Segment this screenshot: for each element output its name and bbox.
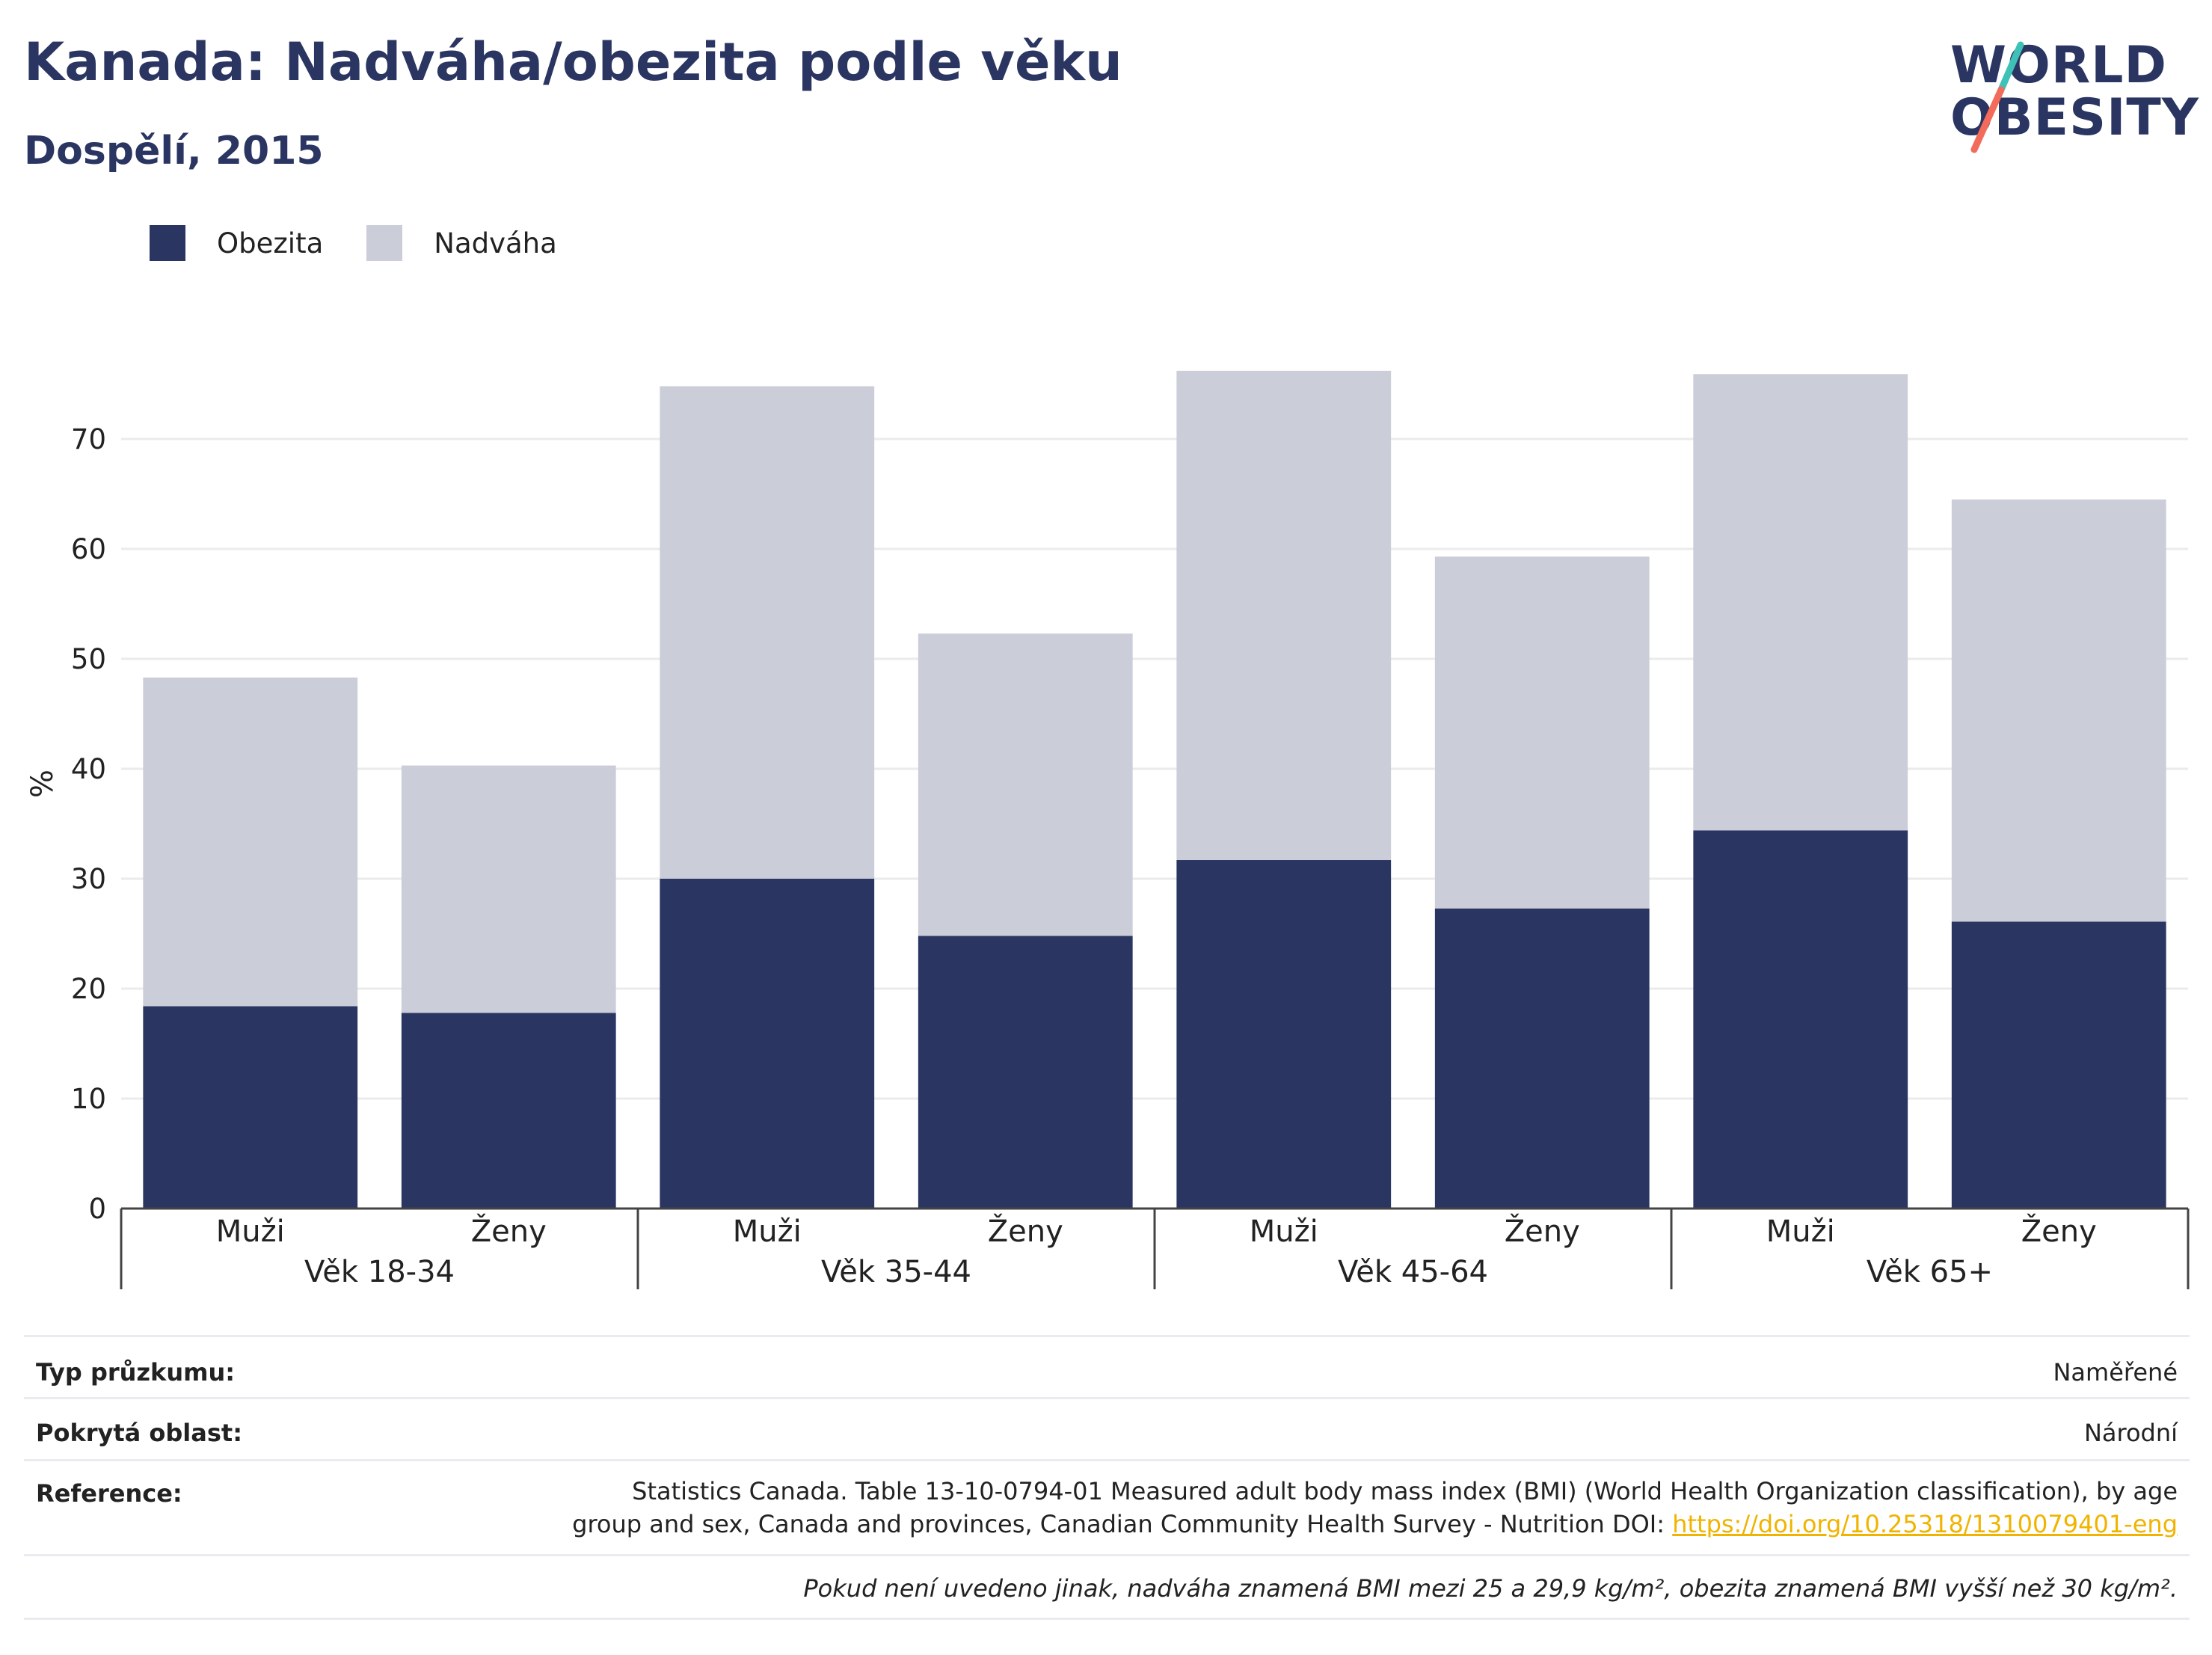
- info-row-note: Pokud není uvedeno jinak, nadváha znamen…: [24, 1554, 2190, 1620]
- reference-line-2-text: group and sex, Canada and provinces, Can…: [572, 1510, 1673, 1538]
- legend-item-obesity: Obezita: [150, 225, 323, 261]
- x-category-label: Ženy: [988, 1213, 1063, 1249]
- bar-overweight: [1693, 374, 1908, 831]
- x-category-label: Ženy: [471, 1213, 547, 1249]
- bar-obesity: [1951, 921, 2166, 1209]
- y-tick-label: 0: [88, 1193, 106, 1225]
- bar-obesity: [1176, 860, 1392, 1209]
- legend-item-overweight: Nadváha: [366, 225, 557, 261]
- reference-text: Statistics Canada. Table 13-10-0794-01 M…: [572, 1475, 2178, 1541]
- bar-overweight: [401, 765, 616, 1013]
- y-tick-label: 70: [71, 423, 106, 455]
- x-category-label: Ženy: [1505, 1213, 1580, 1249]
- x-category-label: Muži: [1250, 1215, 1318, 1249]
- y-tick-label: 30: [71, 863, 106, 895]
- definition-note: Pokud není uvedeno jinak, nadváha znamen…: [803, 1574, 2178, 1603]
- legend-swatch-overweight: [366, 225, 403, 261]
- legend-label-overweight: Nadváha: [434, 227, 557, 260]
- bar-overweight: [1434, 556, 1650, 909]
- bar-overweight: [918, 633, 1133, 936]
- x-group-label: Věk 45-64: [1338, 1255, 1488, 1289]
- chart-title: Kanada: Nadváha/obezita podle věku: [24, 31, 1122, 93]
- stacked-bar-chart: 0 10 20 30 40 50 60 70 Muži Ženy Muži Ženy Muži Ženy M…: [25, 370, 2190, 1289]
- bar-obesity: [401, 1013, 616, 1209]
- survey-type-value: Naměřené: [2053, 1358, 2178, 1387]
- bar-overweight: [1176, 370, 1392, 861]
- coverage-label: Pokrytá oblast:: [36, 1419, 242, 1447]
- bar-obesity: [1693, 830, 1908, 1209]
- y-tick-label: 60: [71, 533, 106, 565]
- y-tick-label: 20: [71, 973, 106, 1005]
- logo-slash-icon: [1970, 41, 2024, 153]
- survey-type-label: Typ průzkumu:: [36, 1358, 236, 1387]
- x-group-label: Věk 65+: [1867, 1255, 1993, 1289]
- y-axis-label: %: [25, 770, 60, 798]
- x-group-label: Věk 18-34: [304, 1255, 455, 1289]
- logo-text-world: WORLD: [1950, 36, 2167, 95]
- y-tick-label: 50: [71, 643, 106, 675]
- reference-doi-link[interactable]: https://doi.org/10.25318/1310079401-eng: [1672, 1510, 2178, 1538]
- bar-overweight: [1951, 499, 2166, 922]
- chart-legend: Obezita Nadváha: [150, 224, 600, 262]
- chart-subtitle: Dospělí, 2015: [24, 129, 324, 174]
- info-table: Typ průzkumu: Naměřené Pokrytá oblast: N…: [24, 1335, 2190, 1620]
- x-category-label: Muži: [1766, 1215, 1835, 1249]
- x-category-label: Muži: [216, 1215, 285, 1249]
- world-obesity-logo: WORLD OBESITY: [1944, 22, 2199, 157]
- legend-swatch-obesity: [150, 225, 185, 261]
- reference-line-1: Statistics Canada. Table 13-10-0794-01 M…: [632, 1477, 2178, 1505]
- x-category-label: Ženy: [2021, 1213, 2097, 1249]
- bar-obesity: [660, 879, 875, 1209]
- x-group-label: Věk 35-44: [821, 1255, 971, 1289]
- bar-overweight: [660, 386, 875, 879]
- x-category-label: Muži: [733, 1215, 802, 1249]
- bar-obesity: [1434, 908, 1650, 1209]
- bar-obesity: [143, 1006, 358, 1209]
- bar-overweight: [143, 677, 358, 1007]
- legend-label-obesity: Obezita: [217, 227, 324, 260]
- reference-line-2: group and sex, Canada and provinces, Can…: [572, 1508, 2178, 1541]
- y-tick-label: 10: [71, 1083, 106, 1115]
- reference-label: Reference:: [36, 1479, 182, 1508]
- info-row-coverage: Pokrytá oblast: Národní: [24, 1397, 2190, 1459]
- bar-obesity: [918, 936, 1133, 1209]
- info-row-survey-type: Typ průzkumu: Naměřené: [24, 1335, 2190, 1397]
- coverage-value: Národní: [2083, 1419, 2178, 1447]
- info-row-reference: Reference: Statistics Canada. Table 13-1…: [24, 1459, 2190, 1554]
- y-tick-label: 40: [71, 753, 106, 785]
